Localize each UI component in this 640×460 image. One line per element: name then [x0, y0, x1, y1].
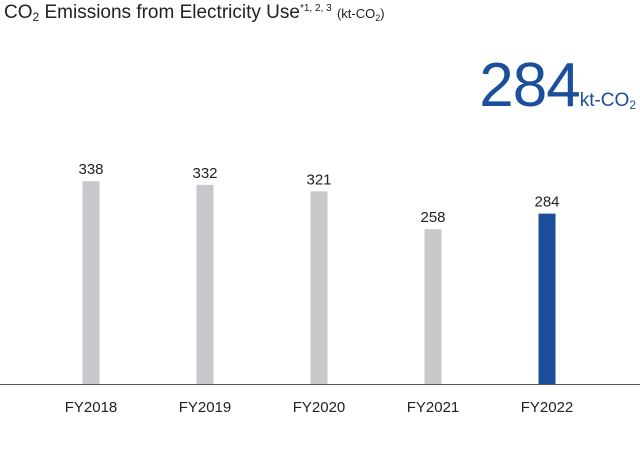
title-unit-pre: (kt-CO — [336, 6, 376, 21]
headline-number: 284 — [479, 51, 580, 120]
tick-label-fy2018: FY2018 — [65, 399, 118, 416]
value-label-fy2020: 321 — [306, 171, 331, 188]
headline-unit: kt-CO2 — [580, 90, 636, 111]
bar-fy2022 — [538, 213, 556, 384]
headline-value: 284kt-CO2 — [479, 50, 636, 121]
chart-title: CO2 Emissions from Electricity Use*1, 2,… — [4, 2, 385, 24]
title-unit-post: ) — [380, 6, 385, 21]
bar-fy2019 — [196, 184, 214, 384]
tick-label-fy2022: FY2022 — [521, 399, 574, 416]
value-label-fy2021: 258 — [420, 209, 445, 226]
tick-label-fy2021: FY2021 — [407, 399, 460, 416]
value-label-fy2022: 284 — [534, 194, 559, 211]
tick-label-fy2020: FY2020 — [293, 399, 346, 416]
title-rest: Emissions from Electricity Use — [39, 2, 300, 23]
value-label-fy2018: 338 — [78, 161, 103, 178]
bar-fy2018 — [82, 181, 100, 384]
value-label-fy2019: 332 — [192, 165, 217, 182]
title-unit-subscript: 2 — [375, 13, 381, 23]
title-main: CO — [4, 2, 33, 23]
title-unit: (kt-CO2) — [336, 6, 385, 23]
headline-unit-subscript: 2 — [629, 98, 636, 112]
tick-label-fy2019: FY2019 — [179, 399, 232, 416]
bar-fy2020 — [310, 191, 328, 384]
title-subscript: 2 — [32, 10, 40, 24]
title-footnote: *1, 2, 3 — [299, 3, 332, 14]
headline-unit-pre: kt-CO — [579, 90, 630, 111]
bar-fy2021 — [424, 229, 442, 384]
